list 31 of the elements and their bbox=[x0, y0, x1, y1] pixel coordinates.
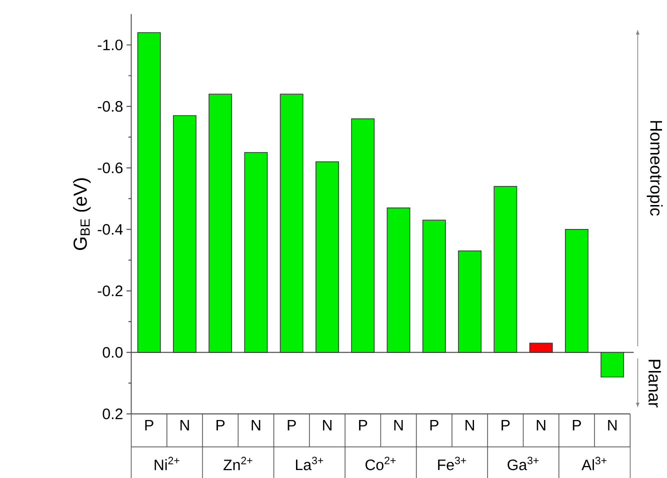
y-tick-label: -0.6 bbox=[98, 162, 123, 174]
y-tick-label: -0.4 bbox=[98, 224, 123, 235]
x-tick-label: N bbox=[466, 420, 474, 430]
text: Co$^{2+}$ bbox=[366, 456, 396, 470]
x-tick-label: N bbox=[536, 420, 546, 430]
x-tick-label: P bbox=[430, 420, 438, 430]
y-axis-title: G$_{BE}$ (eV) bbox=[73, 178, 91, 250]
y-tick-label: 0.2 bbox=[102, 408, 122, 420]
x-tick-label: P bbox=[572, 420, 581, 430]
x-tick-label: P bbox=[145, 420, 154, 430]
x-tick-label: P bbox=[502, 420, 510, 430]
x-tick-label: P bbox=[288, 420, 296, 430]
y-tick-label: -1.0 bbox=[98, 40, 123, 50]
text: Planar bbox=[648, 360, 661, 408]
text: Fe$^{3+}$ bbox=[438, 456, 466, 470]
text: Ni$^{2+}$ bbox=[154, 456, 180, 470]
x-tick-label: N bbox=[323, 420, 332, 430]
y-tick-label: 0.0 bbox=[102, 346, 123, 358]
x-tick-label: N bbox=[180, 420, 189, 430]
x-tick-label: N bbox=[608, 420, 617, 430]
text: Ga$^{3+}$ bbox=[508, 456, 539, 470]
x-tick-label: P bbox=[359, 420, 368, 430]
text: Al$^{3+}$ bbox=[582, 456, 607, 470]
text: Homeotropic bbox=[646, 121, 663, 216]
y-tick-label: -0.8 bbox=[98, 101, 123, 112]
y-tick-label: -0.2 bbox=[98, 285, 122, 296]
x-tick-label: N bbox=[394, 420, 403, 430]
x-tick-label: P bbox=[216, 420, 225, 430]
x-tick-label: N bbox=[252, 420, 260, 430]
text: La$^{3+}$ bbox=[296, 456, 324, 470]
text: Zn$^{2+}$ bbox=[224, 456, 252, 470]
